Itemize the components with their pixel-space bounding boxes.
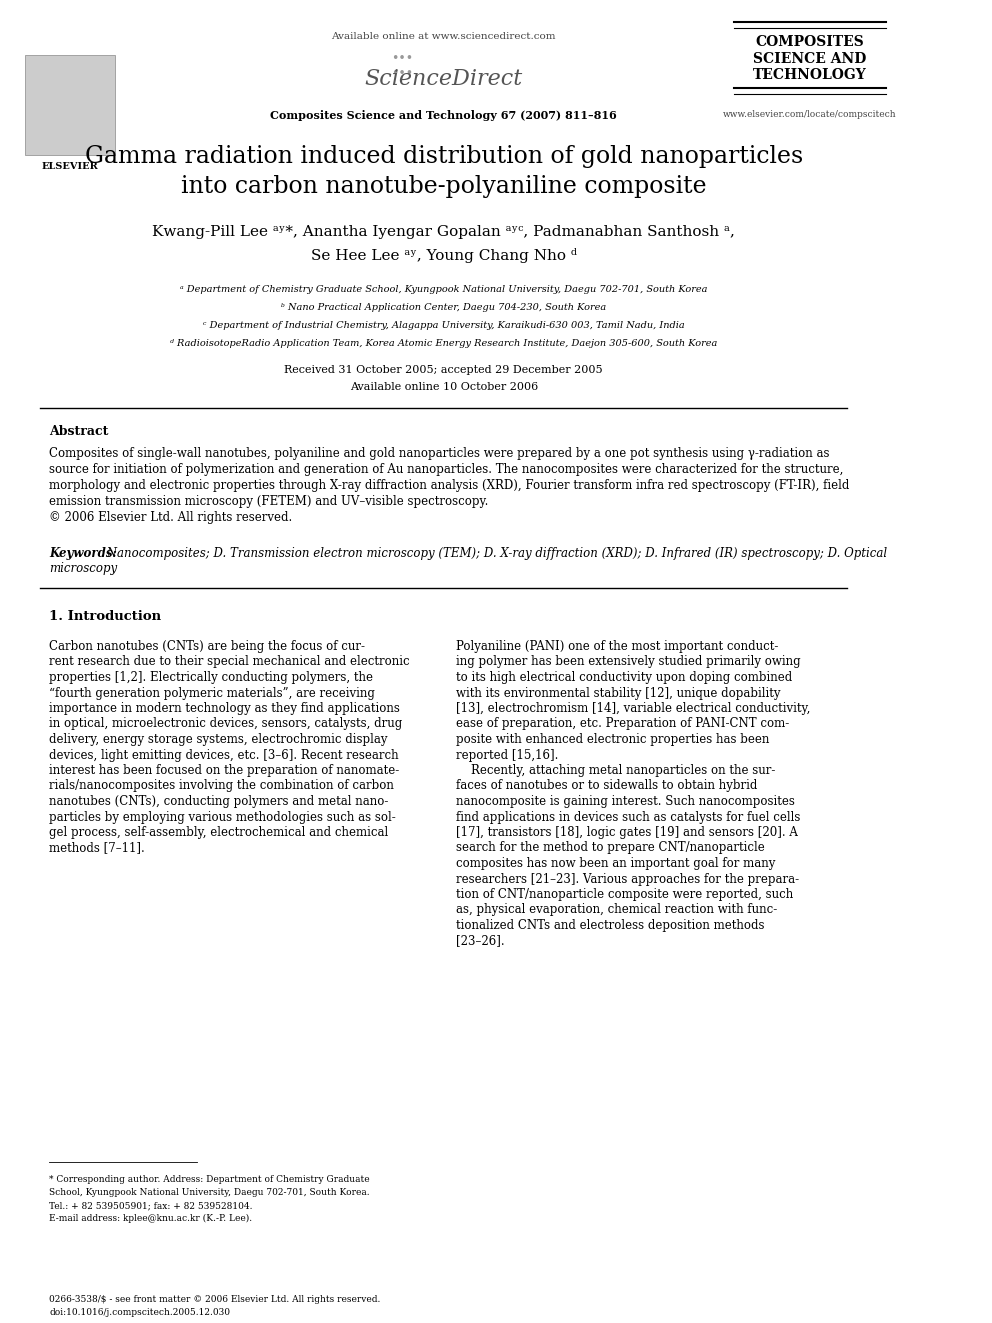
Text: gel process, self-assembly, electrochemical and chemical: gel process, self-assembly, electrochemi… (50, 826, 389, 839)
Text: 1. Introduction: 1. Introduction (50, 610, 162, 623)
Text: tion of CNT/nanoparticle composite were reported, such: tion of CNT/nanoparticle composite were … (456, 888, 794, 901)
Text: © 2006 Elsevier Ltd. All rights reserved.: © 2006 Elsevier Ltd. All rights reserved… (50, 511, 293, 524)
Text: delivery, energy storage systems, electrochromic display: delivery, energy storage systems, electr… (50, 733, 388, 746)
Text: [13], electrochromism [14], variable electrical conductivity,: [13], electrochromism [14], variable ele… (456, 703, 810, 714)
Text: * Corresponding author. Address: Department of Chemistry Graduate: * Corresponding author. Address: Departm… (50, 1175, 370, 1184)
Text: ing polymer has been extensively studied primarily owing: ing polymer has been extensively studied… (456, 655, 801, 668)
Text: •••
•••: ••• ••• (392, 52, 414, 79)
Text: Composites of single-wall nanotubes, polyaniline and gold nanoparticles were pre: Composites of single-wall nanotubes, pol… (50, 447, 829, 460)
Text: TECHNOLOGY: TECHNOLOGY (753, 67, 867, 82)
Text: find applications in devices such as catalysts for fuel cells: find applications in devices such as cat… (456, 811, 801, 823)
Text: composites has now been an important goal for many: composites has now been an important goa… (456, 857, 776, 871)
Text: Available online at www.sciencedirect.com: Available online at www.sciencedirect.co… (331, 32, 557, 41)
Text: 0266-3538/$ - see front matter © 2006 Elsevier Ltd. All rights reserved.: 0266-3538/$ - see front matter © 2006 El… (50, 1295, 381, 1304)
Text: “fourth generation polymeric materials”, are receiving: “fourth generation polymeric materials”,… (50, 687, 375, 700)
Text: reported [15,16].: reported [15,16]. (456, 749, 558, 762)
Text: interest has been focused on the preparation of nanomate-: interest has been focused on the prepara… (50, 763, 400, 777)
Text: Received 31 October 2005; accepted 29 December 2005: Received 31 October 2005; accepted 29 De… (285, 365, 603, 374)
Text: Recently, attaching metal nanoparticles on the sur-: Recently, attaching metal nanoparticles … (456, 763, 776, 777)
Text: SCIENCE AND: SCIENCE AND (753, 52, 866, 66)
Text: doi:10.1016/j.compscitech.2005.12.030: doi:10.1016/j.compscitech.2005.12.030 (50, 1308, 230, 1316)
Text: Se Hee Lee ᵃʸ, Young Chang Nho ᵈ: Se Hee Lee ᵃʸ, Young Chang Nho ᵈ (310, 247, 576, 263)
Text: importance in modern technology as they find applications: importance in modern technology as they … (50, 703, 400, 714)
Text: ᵇ Nano Practical Application Center, Daegu 704-230, South Korea: ᵇ Nano Practical Application Center, Dae… (281, 303, 606, 312)
Text: COMPOSITES: COMPOSITES (755, 34, 864, 49)
Text: Kwang-Pill Lee ᵃʸ*, Anantha Iyengar Gopalan ᵃʸᶜ, Padmanabhan Santhosh ᵃ,: Kwang-Pill Lee ᵃʸ*, Anantha Iyengar Gopa… (153, 225, 735, 239)
Text: rent research due to their special mechanical and electronic: rent research due to their special mecha… (50, 655, 410, 668)
Text: methods [7–11].: methods [7–11]. (50, 841, 145, 855)
Text: to its high electrical conductivity upon doping combined: to its high electrical conductivity upon… (456, 671, 793, 684)
Text: tionalized CNTs and electroless deposition methods: tionalized CNTs and electroless depositi… (456, 919, 765, 931)
Text: Available online 10 October 2006: Available online 10 October 2006 (349, 382, 538, 392)
Text: nanocomposite is gaining interest. Such nanocomposites: nanocomposite is gaining interest. Such … (456, 795, 796, 808)
Text: Gamma radiation induced distribution of gold nanoparticles: Gamma radiation induced distribution of … (84, 146, 803, 168)
Text: [23–26].: [23–26]. (456, 934, 505, 947)
Text: devices, light emitting devices, etc. [3–6]. Recent research: devices, light emitting devices, etc. [3… (50, 749, 399, 762)
Text: ELSEVIER: ELSEVIER (42, 161, 98, 171)
Bar (25, 56, 114, 155)
Text: Tel.: + 82 539505901; fax: + 82 539528104.: Tel.: + 82 539505901; fax: + 82 53952810… (50, 1201, 253, 1211)
Text: properties [1,2]. Electrically conducting polymers, the: properties [1,2]. Electrically conductin… (50, 671, 373, 684)
Text: source for initiation of polymerization and generation of Au nanoparticles. The : source for initiation of polymerization … (50, 463, 843, 476)
Text: ScienceDirect: ScienceDirect (365, 67, 523, 90)
Text: into carbon nanotube-polyaniline composite: into carbon nanotube-polyaniline composi… (181, 175, 706, 198)
Text: posite with enhanced electronic properties has been: posite with enhanced electronic properti… (456, 733, 770, 746)
Text: Keywords:: Keywords: (50, 546, 117, 560)
Text: in optical, microelectronic devices, sensors, catalysts, drug: in optical, microelectronic devices, sen… (50, 717, 403, 730)
Text: [17], transistors [18], logic gates [19] and sensors [20]. A: [17], transistors [18], logic gates [19]… (456, 826, 799, 839)
Text: ease of preparation, etc. Preparation of PANI-CNT com-: ease of preparation, etc. Preparation of… (456, 717, 790, 730)
Text: search for the method to prepare CNT/nanoparticle: search for the method to prepare CNT/nan… (456, 841, 765, 855)
Text: Carbon nanotubes (CNTs) are being the focus of cur-: Carbon nanotubes (CNTs) are being the fo… (50, 640, 365, 654)
Text: emission transmission microscopy (FETEM) and UV–visible spectroscopy.: emission transmission microscopy (FETEM)… (50, 495, 489, 508)
Text: ᵃ Department of Chemistry Graduate School, Kyungpook National University, Daegu : ᵃ Department of Chemistry Graduate Schoo… (180, 284, 707, 294)
Text: Composites Science and Technology 67 (2007) 811–816: Composites Science and Technology 67 (20… (271, 110, 617, 120)
Text: particles by employing various methodologies such as sol-: particles by employing various methodolo… (50, 811, 396, 823)
Text: rials/nanocomposites involving the combination of carbon: rials/nanocomposites involving the combi… (50, 779, 394, 792)
Text: researchers [21–23]. Various approaches for the prepara-: researchers [21–23]. Various approaches … (456, 872, 800, 885)
Text: Abstract: Abstract (50, 425, 108, 438)
Text: Nanocomposites; D. Transmission electron microscopy (TEM); D. X-ray diffraction : Nanocomposites; D. Transmission electron… (103, 546, 887, 560)
Text: Polyaniline (PANI) one of the most important conduct-: Polyaniline (PANI) one of the most impor… (456, 640, 779, 654)
Text: with its environmental stability [12], unique dopability: with its environmental stability [12], u… (456, 687, 781, 700)
Text: E-mail address: kplee@knu.ac.kr (K.-P. Lee).: E-mail address: kplee@knu.ac.kr (K.-P. L… (50, 1215, 252, 1224)
Text: School, Kyungpook National University, Daegu 702-701, South Korea.: School, Kyungpook National University, D… (50, 1188, 370, 1197)
Text: microscopy: microscopy (50, 562, 117, 576)
Text: nanotubes (CNTs), conducting polymers and metal nano-: nanotubes (CNTs), conducting polymers an… (50, 795, 389, 808)
Text: www.elsevier.com/locate/compscitech: www.elsevier.com/locate/compscitech (723, 110, 897, 119)
Text: ᶜ Department of Industrial Chemistry, Alagappa University, Karaikudi-630 003, Ta: ᶜ Department of Industrial Chemistry, Al… (203, 321, 684, 329)
Text: faces of nanotubes or to sidewalls to obtain hybrid: faces of nanotubes or to sidewalls to ob… (456, 779, 758, 792)
Text: morphology and electronic properties through X-ray diffraction analysis (XRD), F: morphology and electronic properties thr… (50, 479, 849, 492)
Text: as, physical evaporation, chemical reaction with func-: as, physical evaporation, chemical react… (456, 904, 778, 917)
Text: ᵈ RadioisotopeRadio Application Team, Korea Atomic Energy Research Institute, Da: ᵈ RadioisotopeRadio Application Team, Ko… (170, 339, 717, 348)
